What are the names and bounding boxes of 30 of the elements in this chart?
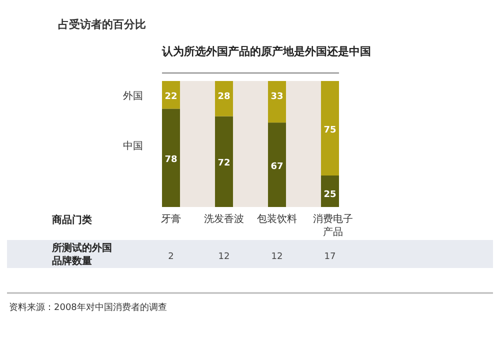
data-label: 75 bbox=[324, 125, 336, 136]
text: 12 bbox=[218, 252, 230, 262]
bar bbox=[162, 108, 180, 207]
data-label: 33 bbox=[270, 92, 284, 102]
bar bbox=[215, 81, 233, 116]
data-label: 25 bbox=[324, 190, 336, 200]
bar bbox=[268, 81, 286, 123]
series-label: 外国 bbox=[123, 90, 143, 102]
text: 17 bbox=[324, 252, 336, 262]
text: 2 bbox=[168, 252, 174, 262]
text: 商品门类 bbox=[51, 214, 92, 226]
data-label: 67 bbox=[270, 162, 284, 172]
y-axis-title: 占受访者的百分比 bbox=[58, 18, 146, 31]
data-label: 78 bbox=[164, 154, 178, 165]
bar bbox=[321, 176, 339, 207]
x-tick-label: 消费电子产品 bbox=[313, 213, 353, 238]
data-label: 72 bbox=[218, 158, 230, 169]
text: 12 bbox=[271, 252, 283, 262]
data-label: 22 bbox=[164, 92, 178, 102]
x-tick-label: 洗发香波 bbox=[204, 213, 244, 225]
data-label: 28 bbox=[218, 92, 230, 102]
bar bbox=[321, 81, 339, 176]
bar bbox=[215, 116, 233, 207]
chart-title: 认为所选外国产品的原产地是外国还是中国 bbox=[161, 45, 371, 58]
text: 资料来源：2008年对中国消费者的调查 bbox=[9, 302, 167, 313]
text: 所测试的外国品牌数量 bbox=[51, 242, 112, 267]
x-tick-label: 牙膏 bbox=[161, 213, 181, 225]
bar bbox=[268, 122, 286, 207]
series-label: 中国 bbox=[123, 140, 143, 152]
x-tick-label: 包装饮料 bbox=[257, 213, 297, 225]
